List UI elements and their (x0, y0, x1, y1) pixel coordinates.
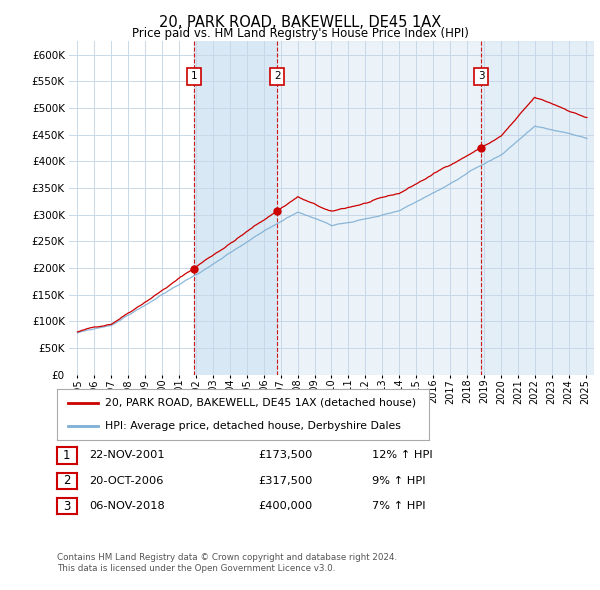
Text: Contains HM Land Registry data © Crown copyright and database right 2024.
This d: Contains HM Land Registry data © Crown c… (57, 553, 397, 573)
Text: 22-NOV-2001: 22-NOV-2001 (89, 451, 164, 460)
Text: 2: 2 (63, 474, 71, 487)
Bar (194, 41, 277, 375)
Text: 2: 2 (274, 71, 281, 81)
Text: 12% ↑ HPI: 12% ↑ HPI (372, 451, 433, 460)
Text: £400,000: £400,000 (258, 502, 312, 511)
Text: 06-NOV-2018: 06-NOV-2018 (89, 502, 164, 511)
Text: Price paid vs. HM Land Registry's House Price Index (HPI): Price paid vs. HM Land Registry's House … (131, 27, 469, 40)
Text: 7% ↑ HPI: 7% ↑ HPI (372, 502, 425, 511)
Text: 20-OCT-2006: 20-OCT-2006 (89, 476, 163, 486)
Text: 9% ↑ HPI: 9% ↑ HPI (372, 476, 425, 486)
Bar (481, 41, 594, 375)
Text: 20, PARK ROAD, BAKEWELL, DE45 1AX: 20, PARK ROAD, BAKEWELL, DE45 1AX (159, 15, 441, 30)
Text: 3: 3 (478, 71, 485, 81)
Text: 3: 3 (63, 500, 71, 513)
Text: HPI: Average price, detached house, Derbyshire Dales: HPI: Average price, detached house, Derb… (106, 421, 401, 431)
Bar (277, 41, 481, 375)
Text: £317,500: £317,500 (258, 476, 313, 486)
Text: 20, PARK ROAD, BAKEWELL, DE45 1AX (detached house): 20, PARK ROAD, BAKEWELL, DE45 1AX (detac… (106, 398, 416, 408)
Text: 1: 1 (63, 449, 71, 462)
Text: 1: 1 (191, 71, 197, 81)
Text: £173,500: £173,500 (258, 451, 313, 460)
